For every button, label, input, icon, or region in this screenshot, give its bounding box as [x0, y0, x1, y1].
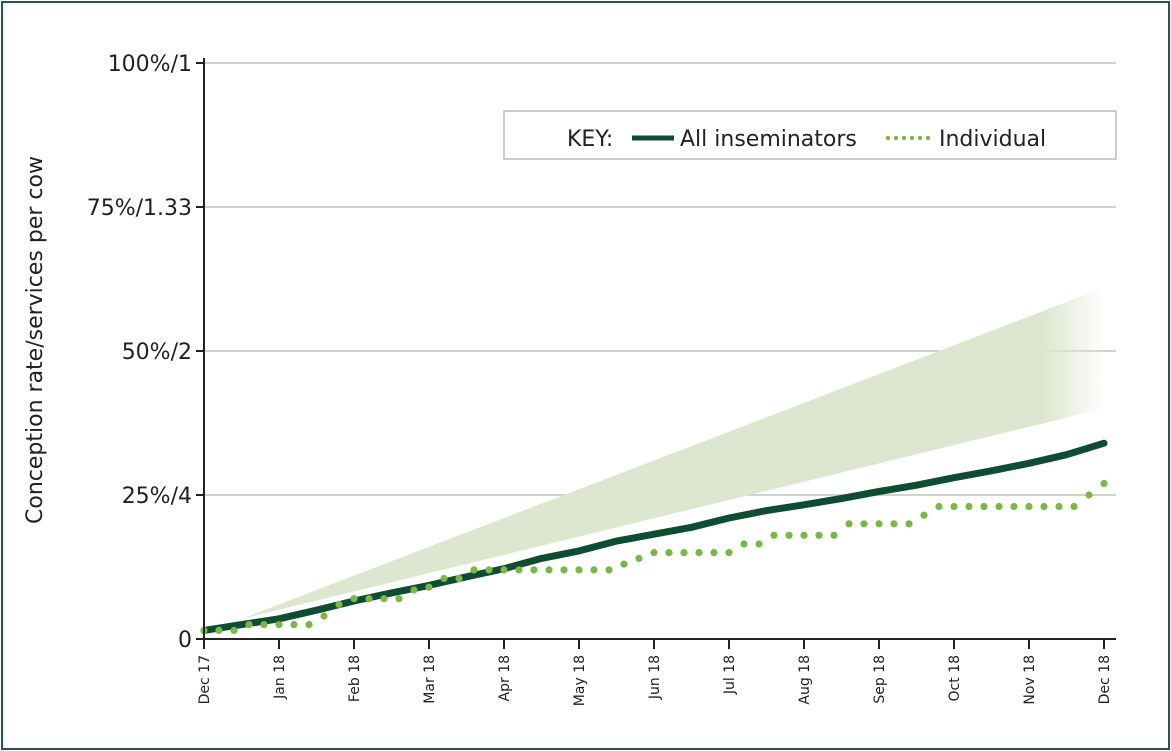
series-point-individual — [935, 502, 943, 511]
target-band — [241, 287, 1104, 619]
x-tick-label: Mar 18 — [422, 655, 438, 704]
series-point-individual — [590, 566, 598, 574]
x-tick-label: Dec 17 — [197, 655, 213, 704]
series-point-individual — [965, 502, 973, 511]
series-point-individual — [785, 531, 793, 539]
x-tick-label: Jul 18 — [722, 655, 738, 695]
series-point-individual — [755, 540, 763, 548]
legend: KEY: All inseminators Individual — [503, 110, 1117, 160]
series-point-individual — [500, 566, 508, 574]
legend-swatch-individual-dot — [893, 135, 899, 141]
series-point-individual — [575, 566, 583, 574]
series-point-individual — [335, 600, 343, 609]
series-point-individual — [800, 531, 808, 539]
series-point-individual — [245, 621, 253, 629]
x-tick-label: Apr 18 — [497, 655, 513, 701]
series-point-individual — [875, 520, 883, 528]
legend-label-individual: Individual — [939, 127, 1046, 152]
series-point-individual — [860, 520, 868, 528]
series-point-individual — [980, 502, 988, 511]
series-point-individual — [1025, 502, 1033, 511]
series-layer — [200, 439, 1108, 635]
series-point-individual — [740, 540, 748, 548]
series-point-individual — [1010, 502, 1018, 511]
series-point-individual — [380, 595, 388, 603]
series-point-individual — [320, 612, 328, 620]
series-point-individual — [260, 621, 268, 629]
x-tick-label: May 18 — [572, 655, 588, 706]
series-point-individual — [350, 595, 358, 603]
x-tick-label: Sep 18 — [872, 655, 888, 704]
series-point-individual — [665, 549, 673, 557]
legend-title: KEY: — [567, 127, 613, 152]
legend-swatch-individual-dot — [885, 135, 891, 141]
series-point-individual — [515, 566, 523, 574]
y-tick-label: 0 — [178, 628, 192, 653]
series-point-individual — [275, 621, 283, 629]
series-point-individual — [440, 574, 448, 583]
legend-swatch-individual-dot — [909, 135, 915, 141]
legend-swatch-individual-dot — [925, 135, 931, 141]
series-point-individual — [620, 560, 628, 568]
axes: 0 25%/4 50%/2 75%/1.33 100%/1 Dec 17 Jan 18 Feb… — [87, 52, 1116, 706]
series-point-individual — [770, 531, 778, 539]
y-tick-label: 75%/1.33 — [87, 196, 192, 221]
series-point-individual — [1100, 479, 1108, 488]
y-tick-label: 50%/2 — [122, 340, 192, 365]
series-point-individual — [725, 549, 733, 557]
series-point-individual — [815, 531, 823, 539]
series-point-individual — [410, 586, 418, 594]
series-point-individual — [470, 566, 478, 574]
x-tick-label: Jan 18 — [272, 655, 288, 700]
x-tick-label: Jun 18 — [647, 655, 663, 700]
series-point-individual — [545, 566, 553, 574]
series-point-individual — [1070, 502, 1078, 511]
target-band-area — [241, 287, 1104, 619]
x-tick-label: Oct 18 — [947, 655, 963, 701]
y-axis-label: Conception rate/services per cow — [23, 156, 48, 524]
legend-swatch-individual-dot — [917, 135, 923, 141]
series-point-individual — [395, 595, 403, 603]
series-point-individual — [215, 626, 223, 635]
legend-label-all-inseminators: All inseminators — [680, 127, 857, 152]
y-tick-label: 100%/1 — [108, 52, 192, 77]
series-point-individual — [830, 531, 838, 539]
series-point-individual — [1055, 502, 1063, 511]
series-point-individual — [455, 574, 463, 583]
series-point-individual — [950, 502, 958, 511]
series-point-individual — [425, 583, 433, 591]
series-point-individual — [530, 566, 538, 574]
x-tick-label: Dec 18 — [1097, 655, 1113, 704]
series-point-individual — [845, 520, 853, 528]
series-point-individual — [680, 549, 688, 557]
series-point-individual — [605, 566, 613, 574]
series-point-individual — [710, 549, 718, 557]
series-point-individual — [890, 520, 898, 528]
series-point-individual — [695, 549, 703, 557]
series-point-individual — [905, 520, 913, 528]
series-point-individual — [290, 621, 298, 629]
series-point-individual — [635, 554, 643, 563]
series-point-individual — [995, 502, 1003, 511]
series-point-individual — [305, 621, 313, 629]
series-point-individual — [485, 566, 493, 574]
series-point-individual — [1085, 491, 1093, 499]
series-point-individual — [560, 566, 568, 574]
x-tick-label: Feb 18 — [347, 655, 363, 702]
series-point-individual — [365, 595, 373, 603]
series-point-individual — [650, 549, 658, 557]
series-point-individual — [1040, 502, 1048, 511]
y-tick-label: 25%/4 — [122, 484, 192, 509]
series-point-individual — [920, 511, 928, 519]
legend-swatch-individual-dot — [901, 135, 907, 141]
legend-box — [503, 110, 1117, 160]
x-tick-label: Nov 18 — [1022, 655, 1038, 705]
series-point-individual — [230, 626, 238, 635]
x-tick-label: Aug 18 — [797, 655, 813, 705]
